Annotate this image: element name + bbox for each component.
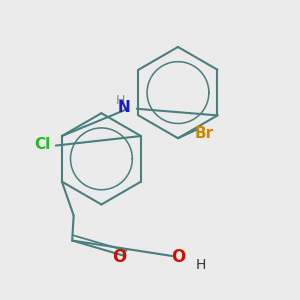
Text: O: O [171,248,185,266]
Text: O: O [112,248,126,266]
Text: H: H [116,94,125,107]
Text: Br: Br [195,126,214,141]
Text: Cl: Cl [34,136,51,152]
Text: N: N [118,100,131,115]
Text: H: H [196,258,206,272]
